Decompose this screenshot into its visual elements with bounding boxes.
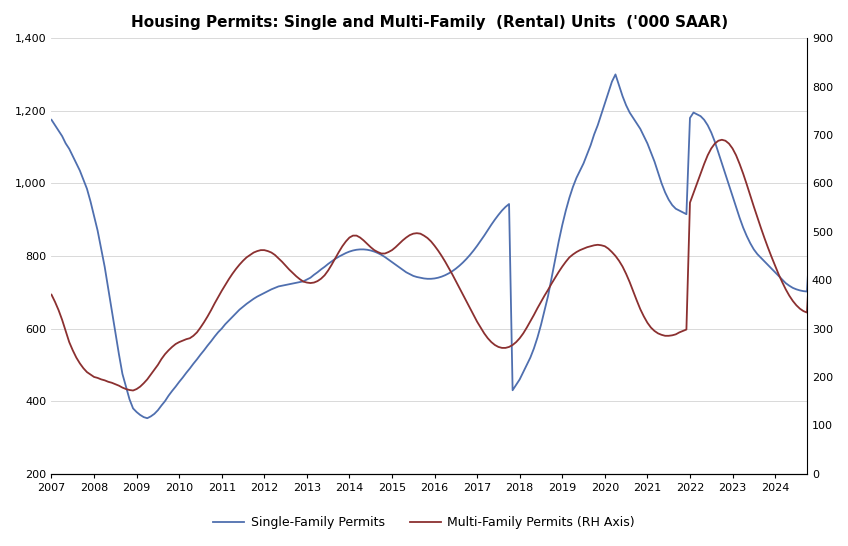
Single-Family Permits	[107, 307, 117, 313]
Single-Family Permits	[117, 371, 127, 377]
Single-Family Permits	[539, 307, 550, 313]
Multi-Family Permits (RH Axis)	[224, 276, 234, 282]
Multi-Family Permits (RH Axis)	[117, 384, 127, 391]
Multi-Family Permits (RH Axis)	[472, 318, 483, 325]
Multi-Family Permits (RH Axis)	[717, 136, 727, 143]
Multi-Family Permits (RH Axis)	[47, 292, 57, 298]
Multi-Family Permits (RH Axis)	[128, 387, 138, 394]
Title: Housing Permits: Single and Multi-Family  (Rental) Units  ('000 SAAR): Housing Permits: Single and Multi-Family…	[131, 15, 728, 30]
Single-Family Permits	[472, 242, 483, 249]
Multi-Family Permits (RH Axis)	[823, 218, 834, 224]
Multi-Family Permits (RH Axis)	[837, 238, 847, 245]
Single-Family Permits	[142, 415, 153, 422]
Line: Multi-Family Permits (RH Axis): Multi-Family Permits (RH Axis)	[52, 140, 842, 390]
Multi-Family Permits (RH Axis)	[107, 379, 117, 386]
Line: Single-Family Permits: Single-Family Permits	[52, 74, 842, 418]
Single-Family Permits	[611, 71, 621, 78]
Single-Family Permits	[823, 189, 834, 195]
Single-Family Permits	[224, 317, 234, 324]
Single-Family Permits	[47, 116, 57, 123]
Multi-Family Permits (RH Axis)	[539, 292, 550, 299]
Single-Family Permits	[837, 199, 847, 205]
Legend: Single-Family Permits, Multi-Family Permits (RH Axis): Single-Family Permits, Multi-Family Perm…	[209, 511, 639, 535]
